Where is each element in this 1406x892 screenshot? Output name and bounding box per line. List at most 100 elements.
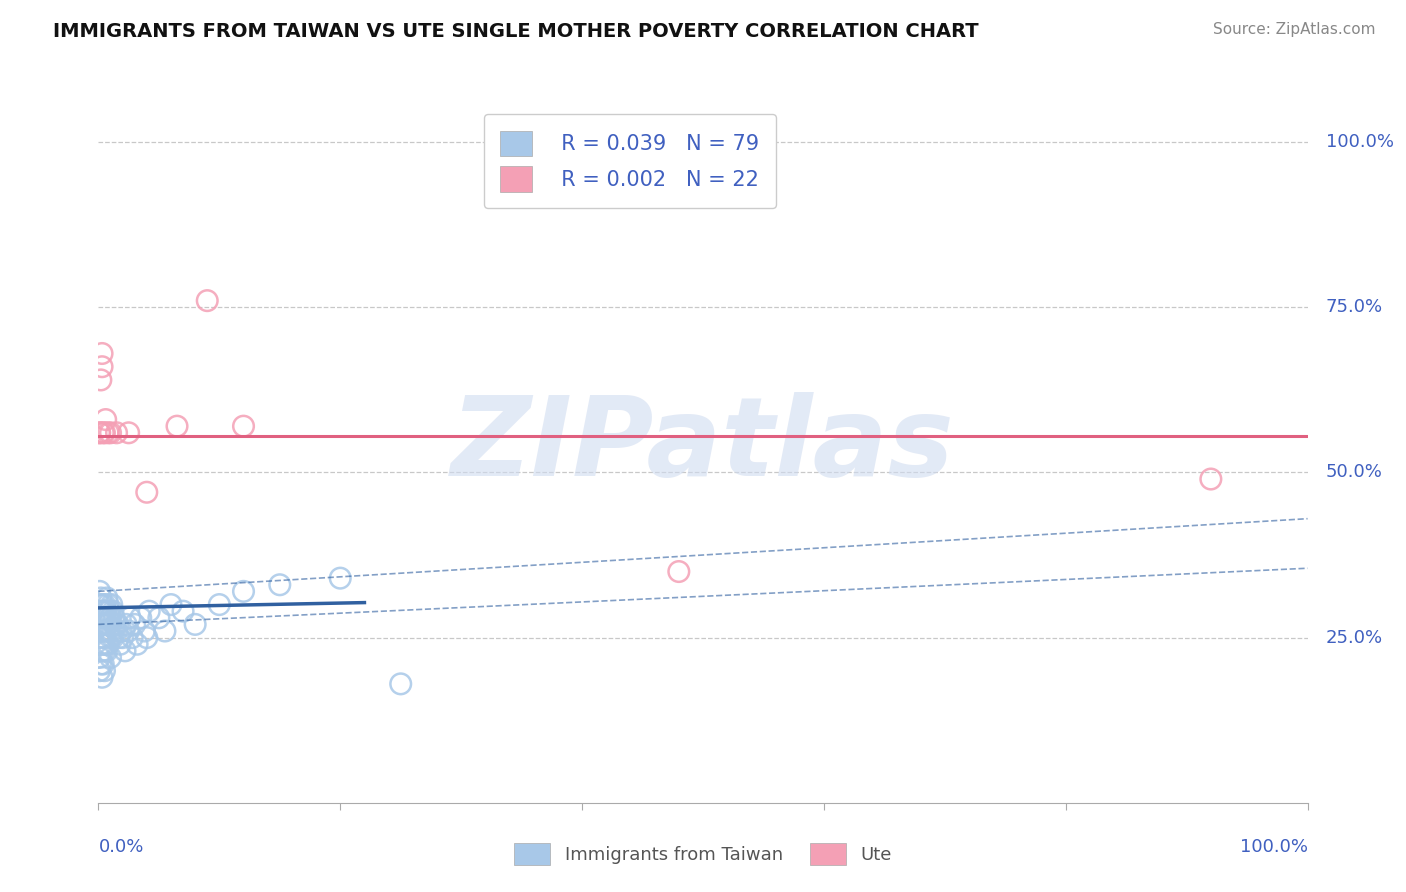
Point (90, 637, 112, 651)
Point (208, 598, 231, 612)
Point (90, 617, 112, 632)
Text: 50.0%: 50.0% (1326, 464, 1382, 482)
Point (98, 624, 121, 638)
Point (105, 624, 128, 638)
Point (195, 293, 218, 308)
Point (107, 617, 129, 632)
Text: 100.0%: 100.0% (1326, 133, 1393, 151)
Point (94, 617, 117, 632)
Point (100, 611, 122, 625)
Point (96, 624, 118, 638)
Point (110, 624, 132, 638)
Text: Source: ZipAtlas.com: Source: ZipAtlas.com (1212, 22, 1375, 37)
Point (93, 624, 115, 638)
Point (91, 604, 114, 618)
Point (94, 637, 117, 651)
Text: 0.0%: 0.0% (98, 838, 143, 856)
Text: IMMIGRANTS FROM TAIWAN VS UTE SINGLE MOTHER POVERTY CORRELATION CHART: IMMIGRANTS FROM TAIWAN VS UTE SINGLE MOT… (53, 22, 979, 41)
Point (135, 631, 157, 645)
Point (91, 359, 114, 374)
Point (93, 425, 115, 440)
Point (118, 611, 141, 625)
Text: ZIPatlas: ZIPatlas (451, 392, 955, 500)
Point (93, 644, 115, 658)
Point (94, 604, 117, 618)
Point (93, 664, 115, 678)
Point (90, 604, 112, 618)
Point (121, 631, 143, 645)
Point (153, 624, 176, 638)
Point (90, 373, 112, 387)
Point (138, 604, 160, 618)
Point (160, 598, 183, 612)
Point (172, 604, 194, 618)
Point (184, 617, 207, 632)
Point (668, 565, 690, 579)
Point (91, 631, 114, 645)
Text: 75.0%: 75.0% (1326, 298, 1384, 317)
Point (111, 631, 134, 645)
Point (89, 611, 111, 625)
Point (101, 631, 124, 645)
Point (232, 584, 254, 599)
Point (96, 644, 118, 658)
Point (98, 604, 121, 618)
Point (91, 637, 114, 651)
Point (148, 611, 170, 625)
Point (100, 624, 122, 638)
Point (100, 425, 122, 440)
Point (97, 425, 120, 440)
Point (93, 598, 115, 612)
Text: 100.0%: 100.0% (1240, 838, 1308, 856)
Point (91, 346, 114, 360)
Point (96, 611, 118, 625)
Point (89, 425, 111, 440)
Point (89, 598, 111, 612)
Point (232, 419, 254, 434)
Point (124, 617, 146, 632)
Point (100, 650, 122, 665)
Point (90, 591, 112, 605)
Point (91, 644, 114, 658)
Point (89, 425, 111, 440)
Point (91, 598, 114, 612)
Point (91, 657, 114, 671)
Point (90, 657, 112, 671)
Legend:   R = 0.039   N = 79,   R = 0.002   N = 22: R = 0.039 N = 79, R = 0.002 N = 22 (484, 114, 776, 209)
Point (89, 631, 111, 645)
Point (89, 584, 111, 599)
Text: 25.0%: 25.0% (1326, 629, 1384, 647)
Point (100, 631, 122, 645)
Point (127, 637, 149, 651)
Point (1199, 472, 1222, 486)
Point (97, 637, 120, 651)
Point (91, 670, 114, 684)
Point (108, 631, 131, 645)
Point (91, 425, 114, 440)
Point (114, 644, 136, 658)
Point (89, 664, 111, 678)
Point (108, 637, 131, 651)
Point (91, 611, 114, 625)
Point (103, 611, 125, 625)
Point (91, 617, 114, 632)
Point (105, 425, 128, 440)
Point (166, 419, 188, 434)
Point (118, 624, 141, 638)
Point (97, 617, 120, 632)
Point (389, 677, 412, 691)
Point (94, 412, 117, 426)
Point (101, 604, 124, 618)
Point (329, 571, 352, 585)
Point (97, 598, 120, 612)
Legend: Immigrants from Taiwan, Ute: Immigrants from Taiwan, Ute (505, 834, 901, 874)
Point (96, 591, 118, 605)
Point (129, 611, 152, 625)
Point (135, 485, 157, 500)
Point (118, 425, 141, 440)
Point (104, 617, 127, 632)
Point (134, 624, 156, 638)
Point (93, 611, 115, 625)
Point (115, 617, 138, 632)
Point (89, 650, 111, 665)
